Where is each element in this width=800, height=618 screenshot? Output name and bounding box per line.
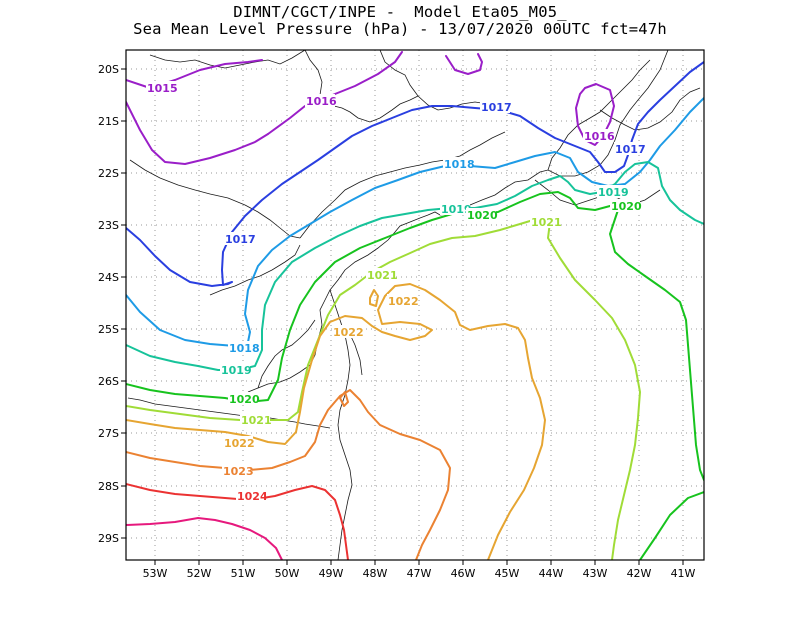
label-1020-west: 1020 xyxy=(229,393,260,406)
lon-label: 50W xyxy=(275,567,300,580)
isobar-1015 xyxy=(126,59,269,165)
lon-label: 53W xyxy=(143,567,168,580)
label-1021-west: 1021 xyxy=(241,414,272,427)
lat-axis xyxy=(121,68,126,539)
border-mg-go xyxy=(304,50,419,123)
label-1018-west: 1018 xyxy=(229,342,260,355)
isobar-1020 xyxy=(126,191,704,481)
river xyxy=(379,50,489,111)
isobar-1020-south xyxy=(639,491,704,560)
lon-label: 45W xyxy=(495,567,520,580)
lon-axis xyxy=(154,560,684,565)
lat-label: 22S xyxy=(98,167,119,180)
lon-label: 51W xyxy=(231,567,256,580)
label-1023-west: 1023 xyxy=(223,465,254,478)
lon-label: 52W xyxy=(187,567,212,580)
border-mg-es xyxy=(547,59,651,171)
label-1022-center: 1022 xyxy=(388,295,419,308)
lon-label: 49W xyxy=(319,567,344,580)
lon-labels: 53W 52W 51W 50W 49W 48W 47W 46W 45W 44W … xyxy=(143,567,696,580)
lat-label: 29S xyxy=(98,532,119,545)
border-ms xyxy=(129,159,301,239)
lat-label: 26S xyxy=(98,375,119,388)
border-go-df xyxy=(149,50,306,69)
lat-label: 21S xyxy=(98,115,119,128)
lat-label: 25S xyxy=(98,323,119,336)
map-title: DIMNT/CGCT/INPE - Model Eta05_M05_ Sea M… xyxy=(0,4,800,38)
lat-label: 24S xyxy=(98,271,119,284)
label-1017-east: 1017 xyxy=(615,143,646,156)
label-1021-center: 1021 xyxy=(367,269,398,282)
label-1019-west: 1019 xyxy=(221,364,252,377)
label-1017-north: 1017 xyxy=(481,101,512,114)
label-1016-high: 1016 xyxy=(584,130,615,143)
lon-label: 47W xyxy=(407,567,432,580)
label-1021-east: 1021 xyxy=(531,216,562,229)
label-1018-north: 1018 xyxy=(444,158,475,171)
label-1024-west: 1024 xyxy=(237,490,268,503)
lon-label: 44W xyxy=(539,567,564,580)
lat-label: 23S xyxy=(98,219,119,232)
lon-label: 48W xyxy=(363,567,388,580)
isobar-1024 xyxy=(126,483,349,560)
lon-label: 46W xyxy=(451,567,476,580)
label-1017-west: 1017 xyxy=(225,233,256,246)
label-1015: 1015 xyxy=(147,82,178,95)
lon-label: 41W xyxy=(671,567,696,580)
label-1022-west: 1022 xyxy=(224,437,255,450)
lat-labels: 20S 21S 22S 23S 24S 25S 26S 27S 28S 29S xyxy=(98,63,119,545)
border-rs xyxy=(127,397,331,429)
title-line-1: DIMNT/CGCT/INPE - Model Eta05_M05_ xyxy=(233,3,567,21)
label-1019-east: 1019 xyxy=(598,186,629,199)
lat-label: 27S xyxy=(98,427,119,440)
label-1022-coast: 1022 xyxy=(333,326,364,339)
label-1020-north: 1020 xyxy=(467,209,498,222)
isobar-1021 xyxy=(126,217,641,560)
label-1016: 1016 xyxy=(306,95,337,108)
border-ba xyxy=(599,87,701,131)
label-1019-north: 1019 xyxy=(441,203,472,216)
lat-label: 28S xyxy=(98,480,119,493)
contour-labels: 1015 1016 1016 1017 1017 1017 1018 1018 … xyxy=(146,81,646,503)
lon-label: 42W xyxy=(627,567,652,580)
border-sc-pr xyxy=(257,319,316,389)
border-sp-mg xyxy=(299,131,506,239)
isobar-1025 xyxy=(126,517,283,560)
isobar-1018 xyxy=(126,97,704,347)
map-frame xyxy=(125,49,705,561)
isobar-1022 xyxy=(126,283,546,560)
lon-label: 43W xyxy=(583,567,608,580)
title-line-2: Sea Mean Level Pressure (hPa) - 13/07/20… xyxy=(133,20,667,38)
border-pr xyxy=(209,244,301,296)
label-1020-east: 1020 xyxy=(611,200,642,213)
lat-label: 20S xyxy=(98,63,119,76)
isobar-1023 xyxy=(126,389,451,560)
